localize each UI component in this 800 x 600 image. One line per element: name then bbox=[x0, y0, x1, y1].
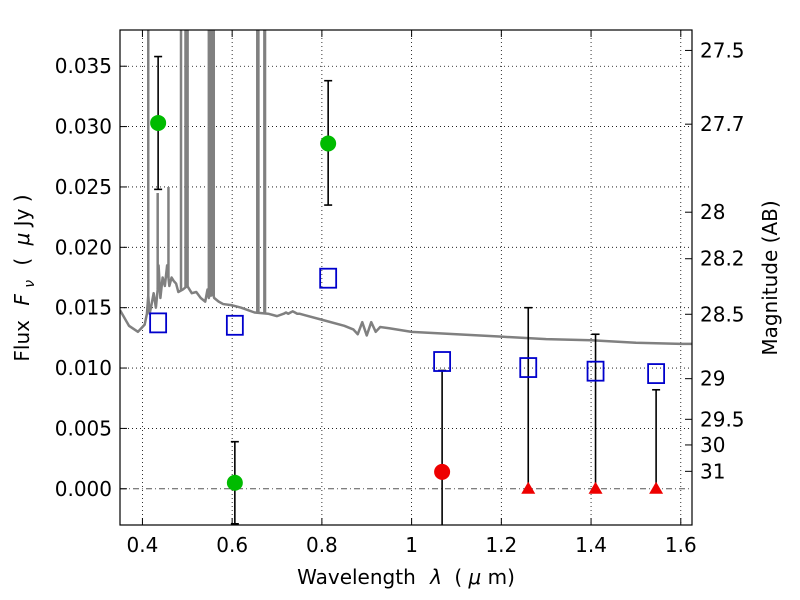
x-tick-label-1: 0.6 bbox=[216, 533, 248, 557]
y-axis-label-unit-rest: Jy ) bbox=[10, 194, 34, 228]
y-tick-label-0: 0.000 bbox=[55, 477, 112, 501]
magnitude-tick-label-1: 27.7 bbox=[700, 112, 745, 136]
plot-frame bbox=[119, 29, 693, 526]
y-tick-label-2: 0.010 bbox=[55, 356, 112, 380]
upper-limit-point-0 bbox=[521, 481, 536, 494]
x-axis-label: Wavelength λ ( μ m) bbox=[297, 565, 515, 589]
x-axis-label-unit-rest: m) bbox=[488, 565, 515, 589]
model-photometry-point-5 bbox=[586, 360, 605, 382]
y-tick-label-5: 0.025 bbox=[55, 175, 112, 199]
marginal-point-0 bbox=[434, 463, 451, 480]
magnitude-tick-label-0: 27.5 bbox=[700, 38, 745, 62]
x-axis-label-symbol: λ bbox=[429, 565, 442, 589]
magnitude-tick-label-4: 28.5 bbox=[700, 302, 745, 326]
x-tick-label-0: 0.4 bbox=[127, 533, 159, 557]
x-axis-label-text: Wavelength bbox=[297, 565, 416, 589]
x-axis-label-unit-prefix: ( bbox=[454, 565, 462, 589]
model-spectrum-group bbox=[120, 30, 692, 346]
magnitude-tick-label-2: 28 bbox=[700, 200, 725, 224]
magnitude-tick-label-5: 29 bbox=[700, 367, 725, 391]
x-tick-label-4: 1.2 bbox=[485, 533, 517, 557]
magnitude-tick-label-8: 31 bbox=[700, 459, 725, 483]
y-axis-ticks: 0.000 0.005 0.010 0.015 0.020 0.025 0.030 0.035 bbox=[55, 54, 127, 501]
y-tick-label-3: 0.015 bbox=[55, 296, 112, 320]
y-tick-label-6: 0.030 bbox=[55, 115, 112, 139]
detection-point-1 bbox=[226, 474, 243, 491]
grid-lines bbox=[120, 30, 692, 525]
upper-limit-point-2 bbox=[649, 481, 664, 494]
model-photometry-point-2 bbox=[319, 267, 338, 289]
magnitude-axis-label: Magnitude (AB) bbox=[758, 200, 782, 355]
magnitude-tick-label-7: 30 bbox=[700, 433, 725, 457]
detection-point-0 bbox=[150, 114, 167, 131]
y-axis-label-text: Flux bbox=[10, 320, 34, 362]
x-tick-label-6: 1.6 bbox=[665, 533, 697, 557]
upper-limit-point-1 bbox=[588, 481, 603, 494]
y-tick-label-1: 0.005 bbox=[55, 416, 112, 440]
y-tick-label-7: 0.035 bbox=[55, 54, 112, 78]
model-photometry-point-1 bbox=[225, 314, 244, 336]
y-axis-label-symbol: F bbox=[10, 294, 34, 306]
y-axis-label: Flux F ν ( μ Jy ) bbox=[10, 194, 39, 361]
y-tick-label-4: 0.020 bbox=[55, 235, 112, 259]
detection-point-2 bbox=[320, 135, 337, 152]
y-axis-label-unit-mu: μ bbox=[10, 233, 34, 247]
model-photometry-point-0 bbox=[149, 312, 168, 334]
model-photometry-point-4 bbox=[519, 357, 538, 378]
model-photometry-point-3 bbox=[433, 351, 452, 372]
x-axis-label-unit-mu: μ bbox=[468, 565, 482, 589]
marker-group bbox=[149, 114, 666, 494]
x-tick-label-2: 0.8 bbox=[306, 533, 338, 557]
model-photometry-point-6 bbox=[647, 363, 666, 384]
x-tick-label-3: 1 bbox=[405, 533, 418, 557]
plot-background bbox=[120, 30, 692, 525]
x-axis-ticks: 0.4 0.6 0.8 1 1.2 1.4 1.6 bbox=[127, 30, 697, 557]
magnitude-tick-label-3: 28.2 bbox=[700, 247, 745, 271]
y-axis-label-unit-prefix: ( bbox=[10, 258, 34, 266]
x-tick-label-5: 1.4 bbox=[575, 533, 607, 557]
magnitude-tick-label-6: 29.5 bbox=[700, 407, 745, 431]
y-axis-label-symbol-sub: ν bbox=[22, 280, 38, 288]
